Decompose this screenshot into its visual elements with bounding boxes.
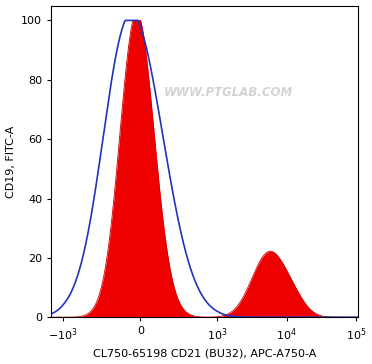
X-axis label: CL750-65198 CD21 (BU32), APC-A750-A: CL750-65198 CD21 (BU32), APC-A750-A [93, 348, 316, 359]
Text: WWW.PTGLAB.COM: WWW.PTGLAB.COM [164, 86, 294, 99]
Y-axis label: CD19, FITC-A: CD19, FITC-A [6, 125, 16, 198]
